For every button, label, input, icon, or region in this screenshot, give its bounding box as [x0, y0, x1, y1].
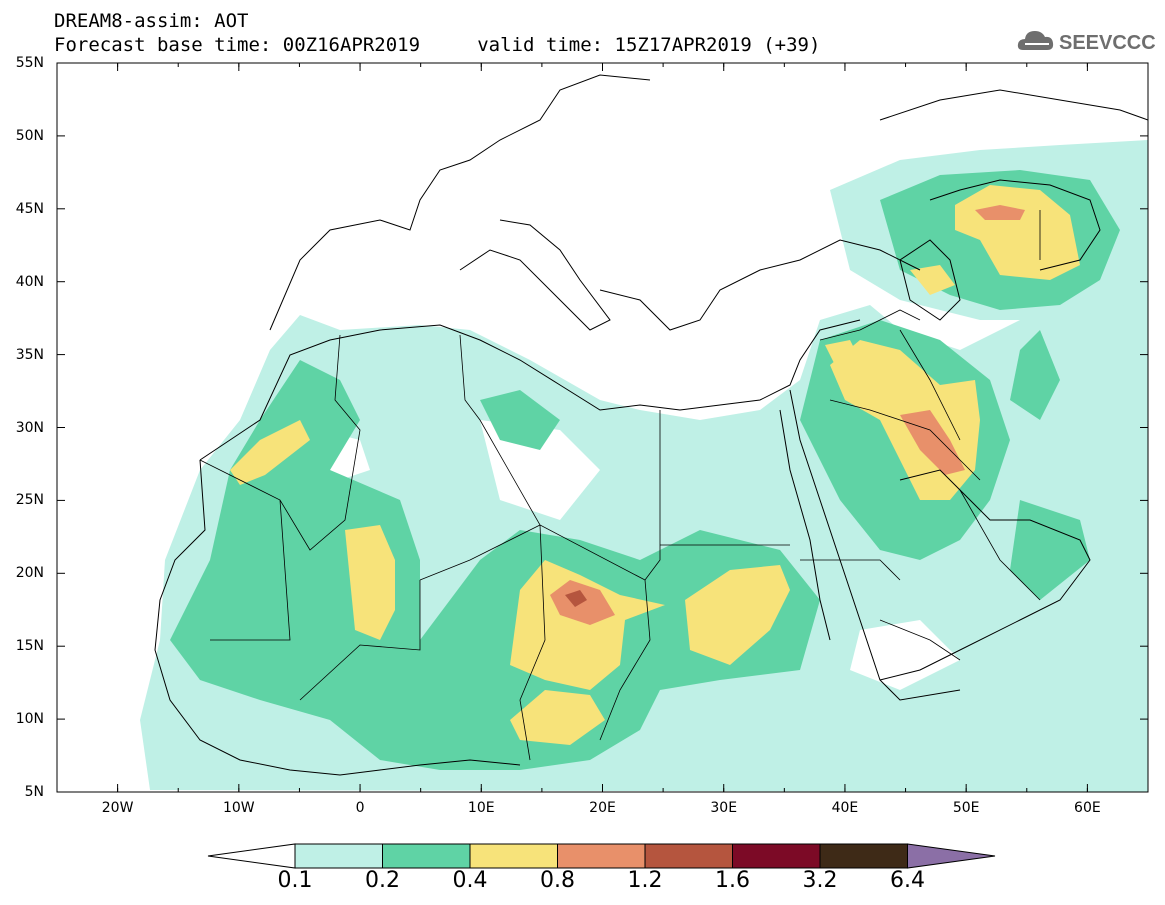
lon-tick-label: 10E — [467, 800, 495, 816]
colorbar-label: 0.4 — [452, 868, 488, 893]
lat-tick-label: 50N — [15, 127, 44, 144]
colorbar-label: 0.2 — [365, 868, 400, 893]
aot-level-0.4 — [910, 265, 955, 295]
colorbar-label: 0.1 — [277, 868, 313, 893]
aot-level-0.4 — [230, 420, 310, 485]
lat-tick-label: 25N — [15, 492, 44, 509]
lon-tick-label: 40E — [831, 800, 859, 816]
lon-tick-label: 50E — [952, 800, 980, 816]
colorbar-label: 6.4 — [890, 868, 925, 893]
aot-shading — [140, 140, 1148, 792]
aot-level-0.2 — [1010, 330, 1060, 420]
lat-tick-label: 30N — [15, 419, 44, 436]
aot-level-0.8 — [900, 410, 965, 475]
colorbar-label: 3.2 — [802, 868, 838, 893]
lat-tick-label: 35N — [15, 346, 44, 363]
lon-tick-label: 0 — [355, 800, 365, 816]
lat-tick-label: 45N — [15, 200, 44, 217]
lat-tick-label: 55N — [15, 55, 44, 71]
seevccc-logo: SEEVCCC — [1015, 22, 1156, 58]
aot-clear — [480, 420, 600, 520]
aot-level-0.4 — [510, 560, 665, 690]
lon-tick-label: 20E — [589, 800, 616, 816]
colorbar-label: 1.2 — [627, 868, 663, 893]
colorbar — [207, 843, 996, 869]
lat-tick-label: 20N — [15, 565, 44, 582]
aot-level-0.2 — [1010, 500, 1090, 600]
aot-level-0.4 — [825, 340, 860, 365]
forecast-times: Forecast base time: 00Z16APR2019 valid t… — [54, 34, 821, 56]
lat-tick-label: 5N — [24, 784, 44, 800]
coastlines — [154, 74, 1148, 776]
lat-tick-label: 40N — [15, 273, 44, 290]
lon-tick-label: 30E — [710, 800, 738, 816]
aot-level-0.8 — [975, 205, 1025, 220]
aot-level-0.2 — [480, 390, 560, 450]
aot-level-1.2 — [565, 590, 587, 607]
aot-level-0.2 — [170, 360, 820, 770]
lat-tick-label: 15N — [15, 638, 44, 655]
map-title: DREAM8-assim: AOT — [54, 10, 249, 32]
lat-tick-label: 10N — [15, 711, 44, 728]
colorbar-label: 0.8 — [540, 868, 575, 893]
lon-tick-label: 10W — [222, 800, 255, 816]
logo-text: SEEVCCC — [1059, 32, 1155, 54]
cloud-icon: SEEVCCC — [1017, 31, 1156, 54]
lon-tick-label: 60E — [1074, 800, 1101, 816]
lon-tick-label: 20W — [101, 800, 134, 816]
colorbar-label: 1.6 — [715, 868, 750, 893]
aot-level-0.4 — [345, 525, 395, 640]
aot-level-0.4 — [685, 565, 790, 665]
aot-level-0.4 — [510, 690, 605, 745]
country-borders — [199, 210, 1041, 761]
axis-ticks — [56, 62, 1149, 793]
